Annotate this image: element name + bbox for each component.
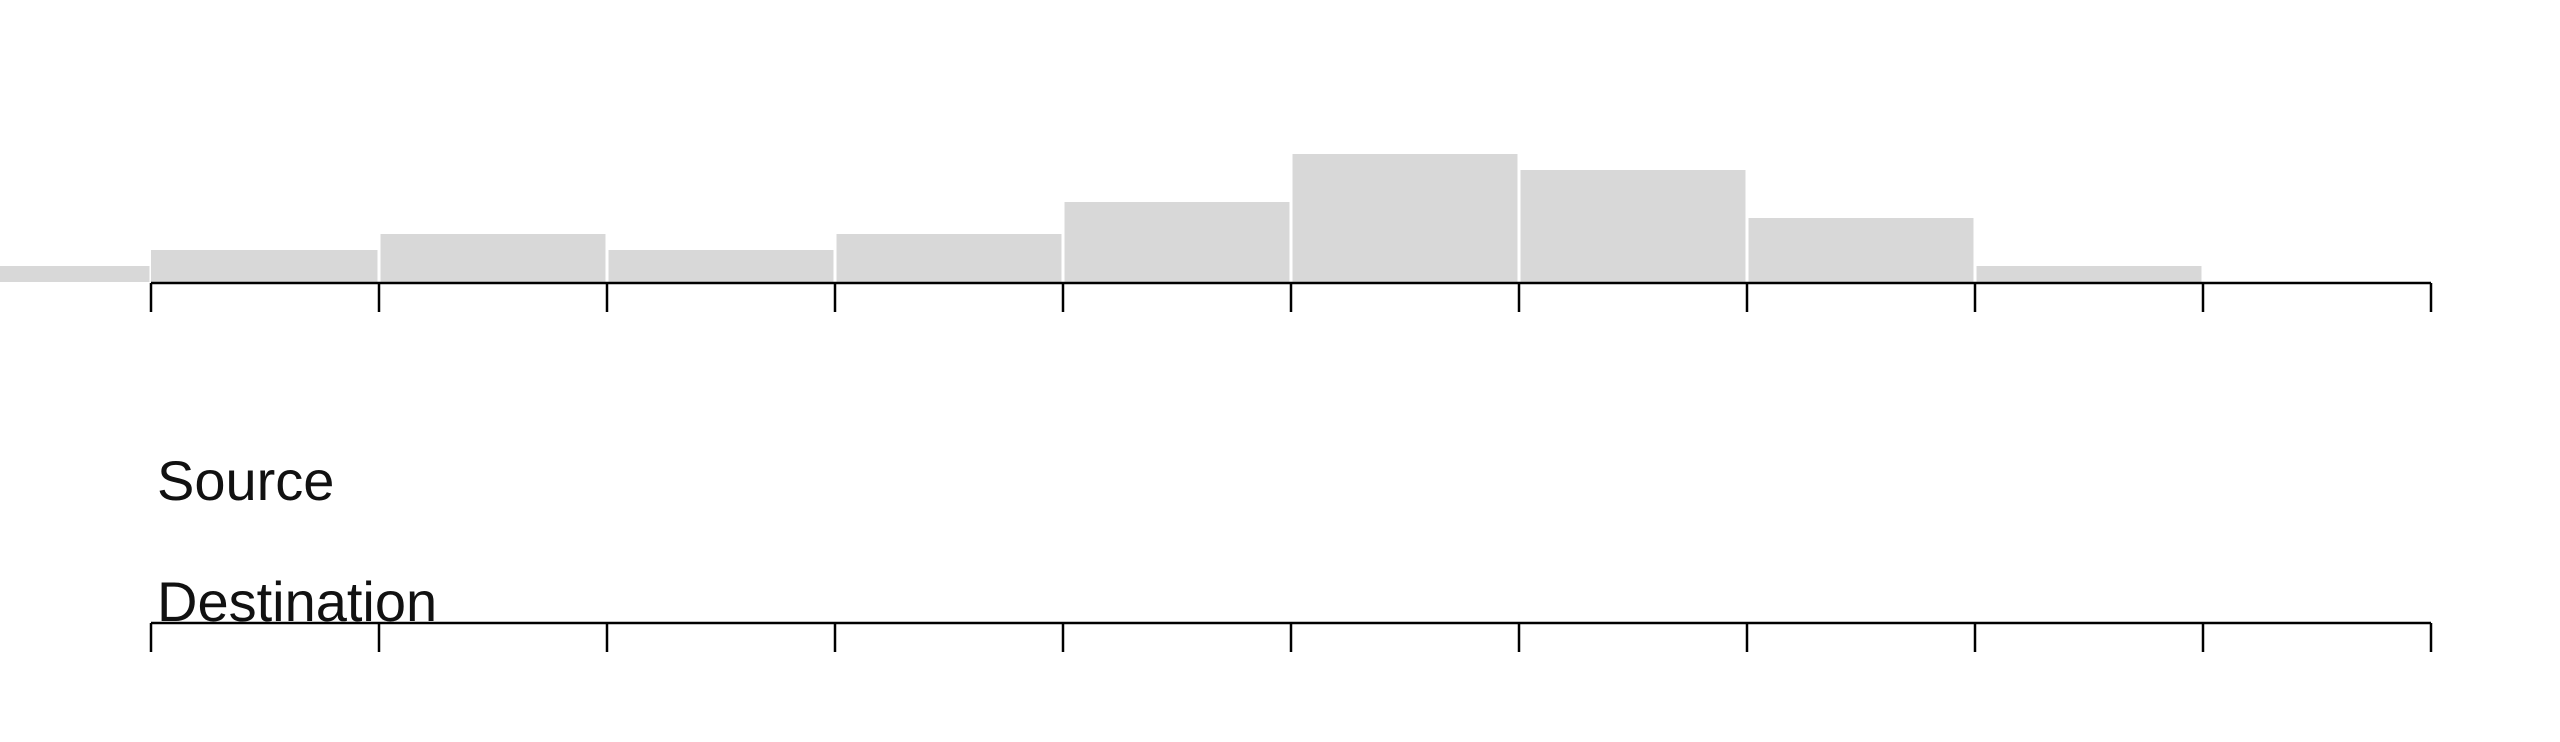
histogram-bar — [380, 234, 606, 282]
histogram-bar — [1520, 170, 1746, 282]
destination-axis-ticks — [149, 623, 2433, 652]
destination-axis — [149, 621, 2433, 652]
histogram-bar — [608, 250, 834, 282]
histogram-bar — [0, 266, 150, 282]
source-axis-label: Source — [157, 449, 334, 512]
histogram-bar — [151, 250, 378, 282]
histogram-bar — [1748, 218, 1974, 282]
histogram-bars — [0, 154, 2202, 282]
destination-axis-label: Destination — [157, 570, 437, 633]
histogram-bar — [1976, 266, 2202, 282]
source-axis-ticks — [149, 283, 2433, 312]
histogram-bar — [1064, 202, 1290, 282]
source-axis — [149, 281, 2433, 312]
histogram-bar — [836, 234, 1062, 282]
histogram-bar — [1292, 154, 1518, 282]
